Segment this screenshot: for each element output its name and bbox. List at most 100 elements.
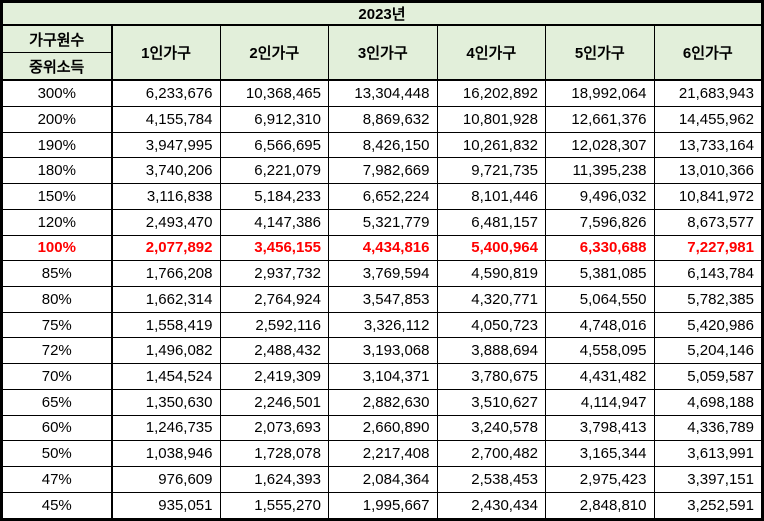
income-value-cell: 5,782,385	[653, 285, 763, 313]
income-value-cell: 2,246,501	[219, 388, 329, 416]
income-value-cell: 935,051	[111, 491, 221, 521]
income-value-cell: 3,456,155	[219, 234, 329, 262]
income-value-cell: 1,728,078	[219, 440, 329, 467]
income-value-cell: 14,455,962	[653, 105, 763, 133]
table-row: 190% 3,947,995 6,566,695 8,426,150 10,261,83…	[1, 131, 763, 159]
income-value-cell: 4,558,095	[545, 337, 655, 365]
col-header-2person: 2인가구	[219, 24, 329, 81]
title-row: 2023년	[1, 1, 763, 26]
income-value-cell: 1,038,946	[111, 440, 221, 467]
row-percent-label: 45%	[1, 491, 113, 521]
table-row: 70% 1,454,524 2,419,309 3,104,371 3,780,675 4…	[1, 363, 763, 390]
income-value-cell: 3,165,344	[545, 440, 655, 467]
income-value-cell: 5,321,779	[328, 208, 438, 236]
row-percent-label: 65%	[1, 388, 113, 416]
income-value-cell: 3,547,853	[328, 285, 438, 313]
income-value-cell: 2,975,423	[545, 466, 655, 493]
income-value-cell: 7,227,981	[653, 234, 763, 262]
row-percent-label: 190%	[1, 131, 113, 159]
income-value-cell: 2,084,364	[328, 466, 438, 493]
income-value-cell: 1,624,393	[219, 466, 329, 493]
col-header-4person: 4인가구	[436, 24, 546, 81]
table-row: 50% 1,038,946 1,728,078 2,217,408 2,700,482 3…	[1, 440, 763, 467]
income-value-cell: 7,982,669	[328, 157, 438, 185]
income-value-cell: 10,801,928	[436, 105, 546, 133]
income-value-cell: 3,510,627	[436, 388, 546, 416]
row-percent-label: 60%	[1, 414, 113, 442]
income-value-cell: 5,204,146	[653, 337, 763, 365]
income-value-cell: 6,330,688	[545, 234, 655, 262]
row-percent-label: 75%	[1, 311, 113, 339]
income-value-cell: 6,143,784	[653, 260, 763, 287]
income-value-cell: 7,596,826	[545, 208, 655, 236]
income-value-cell: 11,395,238	[545, 157, 655, 185]
corner-header-cell: 가구원수 중위소득	[1, 24, 113, 81]
income-value-cell: 3,104,371	[328, 363, 438, 390]
income-value-cell: 3,798,413	[545, 414, 655, 442]
income-value-cell: 8,426,150	[328, 131, 438, 159]
income-value-cell: 2,848,810	[545, 491, 655, 521]
col-header-3person: 3인가구	[328, 24, 438, 81]
table-row: 120% 2,493,470 4,147,386 5,321,779 6,481,157…	[1, 208, 763, 236]
income-value-cell: 2,419,309	[219, 363, 329, 390]
income-value-cell: 4,431,482	[545, 363, 655, 390]
income-value-cell: 1,995,667	[328, 491, 438, 521]
income-value-cell: 3,888,694	[436, 337, 546, 365]
table-row: 100% 2,077,892 3,456,155 4,434,816 5,400,964…	[1, 234, 763, 262]
income-value-cell: 2,937,732	[219, 260, 329, 287]
row-percent-label: 300%	[1, 79, 113, 107]
income-value-cell: 4,155,784	[111, 105, 221, 133]
income-value-cell: 5,064,550	[545, 285, 655, 313]
income-value-cell: 10,261,832	[436, 131, 546, 159]
income-value-cell: 6,221,079	[219, 157, 329, 185]
row-percent-label: 70%	[1, 363, 113, 390]
row-percent-label: 150%	[1, 183, 113, 210]
row-percent-label: 120%	[1, 208, 113, 236]
income-value-cell: 3,240,578	[436, 414, 546, 442]
income-value-cell: 4,698,188	[653, 388, 763, 416]
income-value-cell: 5,381,085	[545, 260, 655, 287]
income-value-cell: 2,660,890	[328, 414, 438, 442]
income-value-cell: 1,766,208	[111, 260, 221, 287]
income-value-cell: 2,077,892	[111, 234, 221, 262]
income-value-cell: 2,073,693	[219, 414, 329, 442]
table-row: 180% 3,740,206 6,221,079 7,982,669 9,721,735…	[1, 157, 763, 185]
row-percent-label: 47%	[1, 466, 113, 493]
income-value-cell: 1,555,270	[219, 491, 329, 521]
income-value-cell: 3,397,151	[653, 466, 763, 493]
income-value-cell: 4,114,947	[545, 388, 655, 416]
row-percent-label: 72%	[1, 337, 113, 365]
income-value-cell: 1,246,735	[111, 414, 221, 442]
income-value-cell: 5,059,587	[653, 363, 763, 390]
income-value-cell: 1,350,630	[111, 388, 221, 416]
income-value-cell: 2,592,116	[219, 311, 329, 339]
row-percent-label: 200%	[1, 105, 113, 133]
table-row: 60% 1,246,735 2,073,693 2,660,890 3,240,578 3…	[1, 414, 763, 442]
income-value-cell: 2,493,470	[111, 208, 221, 236]
corner-label-median-income: 중위소득	[29, 58, 85, 76]
income-value-cell: 21,683,943	[653, 79, 763, 107]
income-value-cell: 2,217,408	[328, 440, 438, 467]
income-value-cell: 6,912,310	[219, 105, 329, 133]
income-value-cell: 10,841,972	[653, 183, 763, 210]
income-value-cell: 16,202,892	[436, 79, 546, 107]
table-row: 72% 1,496,082 2,488,432 3,193,068 3,888,694 4…	[1, 337, 763, 365]
income-value-cell: 9,721,735	[436, 157, 546, 185]
income-value-cell: 2,700,482	[436, 440, 546, 467]
income-value-cell: 8,673,577	[653, 208, 763, 236]
row-percent-label: 85%	[1, 260, 113, 287]
income-value-cell: 1,454,524	[111, 363, 221, 390]
income-value-cell: 6,652,224	[328, 183, 438, 210]
col-header-5person: 5인가구	[545, 24, 655, 81]
income-value-cell: 5,420,986	[653, 311, 763, 339]
income-value-cell: 1,662,314	[111, 285, 221, 313]
table-row: 150% 3,116,838 5,184,233 6,652,224 8,101,446…	[1, 183, 763, 210]
col-header-1person: 1인가구	[111, 24, 221, 81]
income-value-cell: 4,590,819	[436, 260, 546, 287]
table-row: 45% 935,051 1,555,270 1,995,667 2,430,434 2,8…	[1, 491, 763, 521]
row-percent-label: 80%	[1, 285, 113, 313]
table-title: 2023년	[1, 1, 763, 26]
table-row: 75% 1,558,419 2,592,116 3,326,112 4,050,723 4…	[1, 311, 763, 339]
income-value-cell: 1,496,082	[111, 337, 221, 365]
